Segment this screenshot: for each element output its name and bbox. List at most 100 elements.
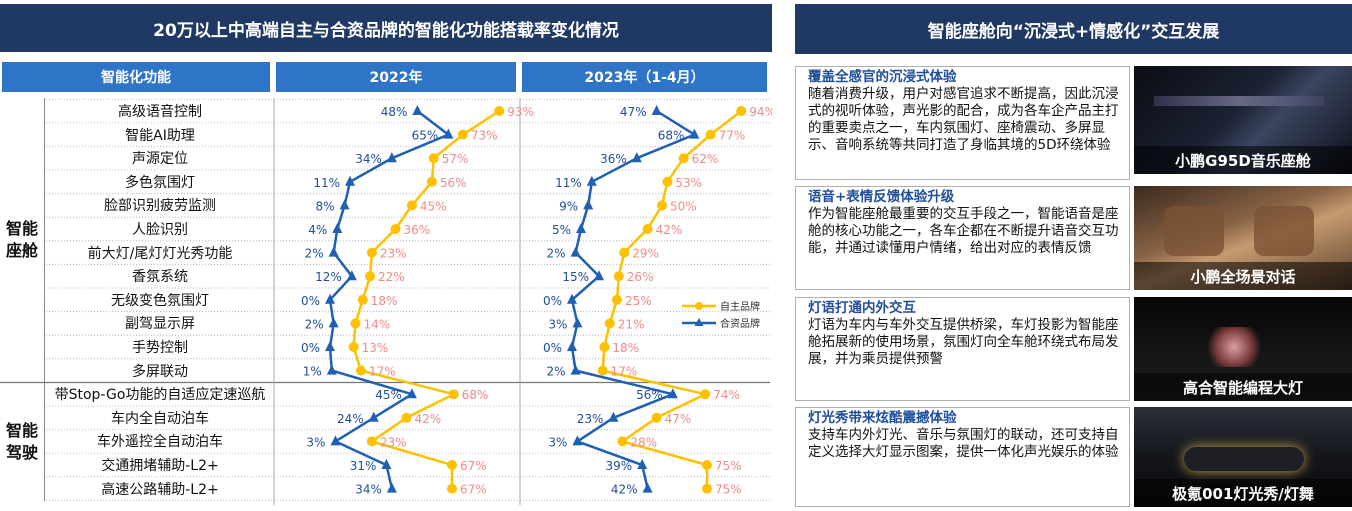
data-label-jv: 45% — [375, 388, 402, 402]
data-point-domestic — [357, 294, 368, 305]
data-point-domestic — [366, 436, 377, 447]
adoption-rate-chart: 93% 73%57% 56% 45% 36% 23% 22% 18% 14% 13% 17% 68% 4… — [0, 98, 772, 505]
data-label-domestic: 67% — [460, 459, 487, 473]
data-point-jv — [667, 388, 678, 399]
series-line-domestic-2023 — [601, 110, 742, 489]
data-point-jv — [386, 482, 397, 493]
data-label-jv: 0% — [543, 294, 562, 308]
data-label-jv: 0% — [543, 341, 562, 355]
data-label-domestic: 29% — [632, 247, 659, 261]
data-label-jv: 2% — [547, 365, 566, 379]
feature-row-label: 智能AI助理 — [125, 127, 195, 144]
data-label-domestic: 25% — [625, 294, 652, 308]
card-title: 覆盖全感官的沉浸式体验 — [808, 69, 957, 85]
feature-row-label: 声源定位 — [132, 151, 188, 168]
data-point-jv — [368, 411, 379, 422]
data-label-domestic: 50% — [670, 199, 697, 213]
data-point-domestic — [350, 318, 361, 329]
year-2023-column-header: 2023年（1-4月） — [522, 62, 767, 92]
left-title: 20万以上中高端自主与合资品牌的智能化功能搭载率变化情况 — [153, 20, 619, 41]
data-point-jv — [406, 388, 417, 399]
data-label-domestic: 17% — [611, 365, 638, 379]
data-label-domestic: 23% — [380, 435, 407, 449]
data-point-domestic — [428, 153, 439, 164]
data-label-domestic: 53% — [675, 176, 702, 190]
data-point-jv — [326, 364, 337, 375]
data-point-jv — [325, 341, 335, 351]
card-light-language: 灯语打通内外交互 灯语为车内与车外交互提供桥梁，车灯投影为智能座舱拓展新的使用场… — [795, 297, 1130, 401]
data-point-domestic — [406, 200, 417, 211]
data-label-domestic: 23% — [380, 247, 407, 261]
card-immersive: 覆盖全感官的沉浸式体验 随着消费升级，用户对感官追求不断提高，因此沉浸式的视听体… — [795, 66, 1130, 180]
card-voice: 语音+表情反馈体验升级 作为智能座舱最重要的交互手段之一，智能语音是座舱的核心功… — [795, 186, 1130, 290]
feature-row-label: 人脸识别 — [132, 222, 188, 238]
feature-row-label: 交通拥堵辅助-L2+ — [101, 458, 219, 474]
feature-row-label: 带Stop-Go功能的自适应定速巡航 — [54, 387, 266, 404]
feature-row-label: 手势控制 — [132, 340, 188, 356]
data-point-jv — [594, 270, 604, 281]
data-point-jv — [567, 293, 577, 304]
data-label-jv: 23% — [577, 412, 604, 426]
data-label-jv: 68% — [658, 129, 685, 143]
data-label-domestic: 14% — [363, 317, 390, 331]
data-point-jv — [570, 364, 581, 375]
data-point-domestic — [604, 318, 615, 329]
data-point-jv — [412, 105, 423, 115]
data-point-domestic — [426, 176, 437, 187]
data-label-domestic: 57% — [442, 152, 469, 166]
data-point-domestic — [702, 460, 712, 470]
data-label-domestic: 45% — [420, 199, 447, 213]
data-label-jv: 48% — [381, 105, 408, 119]
data-label-domestic: 67% — [460, 483, 487, 497]
data-point-jv — [572, 435, 583, 446]
data-point-domestic — [662, 176, 673, 187]
data-label-jv: 42% — [611, 483, 638, 497]
data-label-domestic: 17% — [369, 365, 396, 379]
right-title-banner: 智能座舱向“沉浸式+情感化”交互发展 — [795, 4, 1352, 54]
data-point-jv — [567, 341, 577, 351]
data-label-jv: 56% — [636, 388, 663, 402]
group-label-cockpit: 智能 座舱 — [0, 98, 45, 382]
data-point-domestic — [599, 342, 610, 352]
data-point-jv — [345, 175, 356, 186]
feature-row-label: 副驾显示屏 — [125, 316, 195, 333]
data-point-domestic — [642, 224, 653, 234]
card-light-show: 灯光秀带来炫酷震撼体验 支持车内外灯光、音乐与氛围灯的联动，还可支持自定义选择大… — [795, 407, 1130, 507]
data-label-jv: 34% — [355, 483, 382, 497]
data-label-domestic: 26% — [627, 270, 654, 284]
data-point-jv — [689, 128, 700, 139]
data-point-domestic — [390, 224, 401, 234]
data-label-jv: 34% — [355, 152, 382, 166]
data-point-jv — [586, 175, 597, 186]
data-label-domestic: 56% — [440, 176, 467, 190]
data-label-domestic: 36% — [404, 223, 431, 237]
data-point-jv — [443, 128, 454, 139]
data-point-domestic — [705, 129, 716, 140]
data-label-jv: 2% — [547, 247, 566, 261]
data-label-jv: 4% — [308, 223, 327, 237]
data-point-jv — [330, 435, 341, 446]
photo-programmable-headlight: 高合智能编程大灯 — [1134, 297, 1352, 401]
data-point-domestic — [617, 436, 628, 447]
card-body: 随着消费升级，用户对感官追求不断提高，因此沉浸式的视听体验，声光影的配合，成为各… — [808, 86, 1119, 153]
card-body: 灯语为车内与车外交互提供桥梁，车灯投影为智能座舱拓展新的使用场景，氛围灯向全车舱… — [808, 317, 1119, 367]
card-title: 灯光秀带来炫酷震撼体验 — [808, 410, 957, 426]
data-point-domestic — [736, 106, 747, 116]
data-point-jv — [325, 293, 335, 304]
data-label-jv: 9% — [559, 199, 578, 213]
card-body: 作为智能座舱最重要的交互手段之一，智能语音是座舱的核心功能之一，各车企都在不断提… — [808, 206, 1119, 256]
data-label-domestic: 75% — [715, 459, 742, 473]
data-point-domestic — [446, 483, 457, 494]
data-point-domestic — [365, 271, 376, 282]
feature-row-label: 多屏联动 — [132, 363, 188, 380]
data-point-jv — [651, 105, 662, 115]
data-label-jv: 65% — [412, 129, 439, 143]
data-label-jv: 1% — [303, 365, 322, 379]
data-label-jv: 39% — [606, 459, 633, 473]
data-label-domestic: 68% — [462, 388, 489, 402]
data-point-domestic — [612, 294, 622, 305]
data-point-jv — [328, 246, 339, 257]
data-point-domestic — [613, 271, 624, 282]
year-2022-column-header: 2022年 — [276, 62, 516, 92]
photo-caption: 小鹏全场景对话 — [1134, 262, 1352, 290]
